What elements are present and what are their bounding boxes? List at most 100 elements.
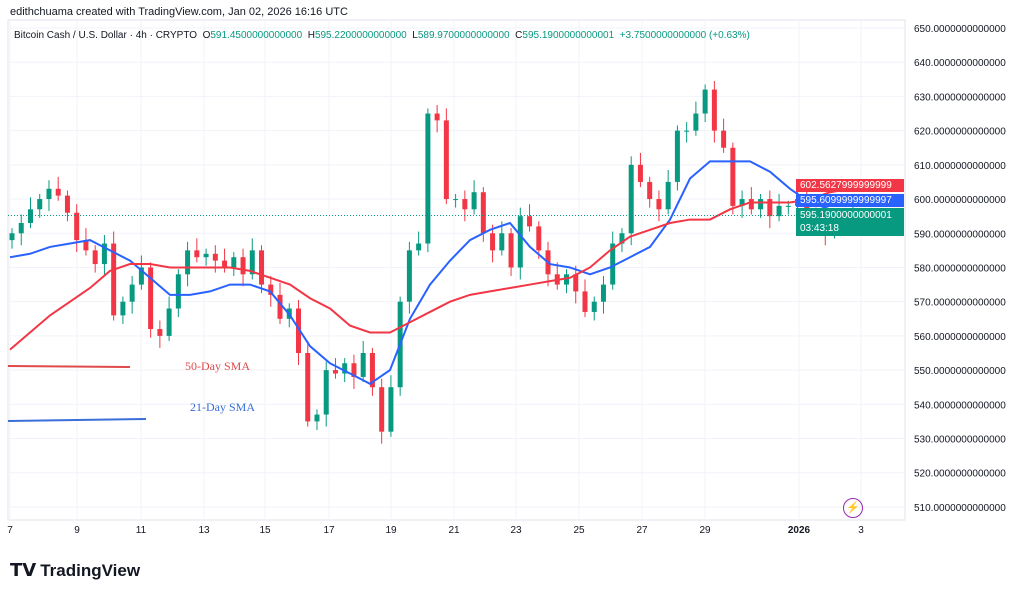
- sma50-price-label: 602.5627999999999: [796, 179, 904, 192]
- low-value: 589.9700000000000: [417, 30, 510, 41]
- candle-body: [748, 199, 754, 210]
- y-tick-label: 570.0000000000000: [914, 298, 1006, 309]
- candle-body: [508, 233, 514, 268]
- sma21-annotation: 21-Day SMA: [190, 400, 255, 414]
- candle-body: [665, 181, 671, 210]
- candle-body: [259, 250, 265, 285]
- candle-body: [434, 113, 440, 121]
- candle-body: [101, 243, 107, 265]
- candle-body: [573, 274, 579, 292]
- y-tick-label: 530.0000000000000: [914, 435, 1006, 446]
- candle-body: [739, 199, 745, 206]
- candle-body: [64, 195, 70, 213]
- close-value: 595.1900000000001: [522, 30, 615, 41]
- bar-countdown: 03:43:18: [800, 223, 839, 234]
- open-value: 591.4500000000000: [210, 30, 303, 41]
- x-tick-label: 15: [259, 525, 271, 536]
- candle-body: [120, 301, 126, 316]
- candle-body: [18, 222, 24, 234]
- candle-body: [351, 363, 357, 377]
- sma50-annotation: 50-Day SMA: [185, 359, 250, 373]
- candle-body: [536, 226, 542, 251]
- change-value: +3.7500000000000 (+0.63%): [619, 30, 750, 41]
- candle-body: [647, 181, 653, 200]
- candle-body: [527, 216, 533, 227]
- candle-body: [111, 243, 117, 316]
- low-label: L: [412, 30, 418, 41]
- y-tick-label: 540.0000000000000: [914, 400, 1006, 411]
- ohlc-legend: Bitcoin Cash / U.S. Dollar · 4h · CRYPTO…: [14, 30, 750, 41]
- x-tick-label: 23: [510, 525, 522, 536]
- tradingview-logo[interactable]: 𝗧𝗩 TradingView: [10, 560, 140, 581]
- x-tick-label: 29: [699, 525, 711, 536]
- candle-body: [628, 164, 634, 234]
- x-tick-label: 2026: [788, 525, 811, 536]
- candle-body: [249, 250, 255, 275]
- candle-body: [369, 352, 375, 388]
- candle-body: [268, 284, 274, 295]
- y-tick-label: 590.0000000000000: [914, 229, 1006, 240]
- tv-logo-icon: 𝗧𝗩: [10, 560, 37, 580]
- candle-body: [582, 291, 588, 312]
- x-tick-label: 13: [198, 525, 210, 536]
- candle-body: [342, 363, 348, 374]
- last-price: 595.1900000000001: [800, 210, 892, 221]
- candle-body: [83, 240, 89, 251]
- plot-frame: [7, 19, 906, 521]
- candle-body: [185, 250, 191, 275]
- high-label: H: [307, 30, 315, 41]
- candle-body: [462, 199, 468, 210]
- y-tick-label: 560.0000000000000: [914, 332, 1006, 343]
- candle-body: [758, 199, 764, 210]
- candle-body: [684, 130, 690, 132]
- candle-body: [674, 130, 680, 182]
- candle-body: [240, 257, 246, 275]
- last-price-label: 595.1900000000001 03:43:18: [796, 208, 904, 236]
- y-tick-label: 630.0000000000000: [914, 92, 1006, 103]
- logo-text: TradingView: [40, 560, 141, 580]
- candle-body: [443, 120, 449, 200]
- candle-body: [767, 199, 773, 217]
- candle-body: [9, 233, 15, 241]
- candle-body: [656, 199, 662, 210]
- candle-body: [730, 147, 736, 206]
- candle-body: [166, 308, 172, 336]
- candle-body: [129, 284, 135, 302]
- sma50-line: [9, 187, 851, 351]
- candle-body: [27, 209, 33, 223]
- sma21-annotation-line: [7, 418, 147, 422]
- y-tick-label: 600.0000000000000: [914, 195, 1006, 206]
- candle-body: [92, 250, 98, 265]
- candle-body: [55, 188, 61, 196]
- candle-body: [416, 243, 422, 251]
- candle-body: [490, 233, 496, 251]
- candle-body: [600, 284, 606, 302]
- lightning-icon[interactable]: ⚡: [843, 498, 863, 518]
- y-tick-label: 510.0000000000000: [914, 503, 1006, 514]
- candle-body: [776, 205, 782, 217]
- x-tick-label: 27: [636, 525, 648, 536]
- y-tick-label: 580.0000000000000: [914, 263, 1006, 274]
- x-tick-label: 11: [136, 525, 147, 536]
- y-tick-label: 620.0000000000000: [914, 127, 1006, 138]
- candle-body: [277, 294, 283, 319]
- open-label: O: [202, 30, 211, 41]
- x-tick-label: 7: [7, 525, 13, 536]
- candle-body: [388, 387, 394, 432]
- candle-body: [46, 188, 52, 200]
- y-tick-label: 640.0000000000000: [914, 58, 1006, 69]
- candle-body: [314, 414, 320, 422]
- x-tick-label: 9: [74, 525, 80, 536]
- candle-body: [222, 260, 228, 268]
- x-tick-label: 19: [385, 525, 397, 536]
- candle-body: [517, 216, 523, 268]
- candle-body: [702, 89, 708, 114]
- candle-body: [138, 267, 144, 285]
- candle-body: [619, 233, 625, 244]
- candle-body: [471, 192, 477, 210]
- candle-body: [157, 329, 163, 336]
- symbol-name: Bitcoin Cash / U.S. Dollar · 4h · CRYPTO: [14, 30, 198, 41]
- candle-body: [194, 250, 200, 258]
- x-tick-label: 17: [323, 525, 335, 536]
